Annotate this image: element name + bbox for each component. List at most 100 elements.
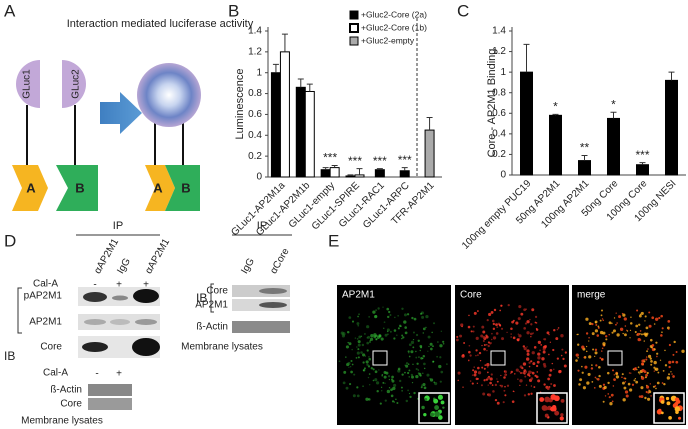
signal (375, 338, 378, 340)
signal (422, 355, 426, 358)
signal (667, 320, 671, 323)
signal (659, 359, 662, 361)
signal (486, 319, 489, 322)
signal (468, 360, 470, 362)
signal (384, 382, 386, 384)
signal (575, 353, 579, 357)
blot (232, 321, 290, 333)
signal (412, 339, 415, 341)
signal (636, 309, 639, 312)
signal (384, 399, 387, 402)
signal (486, 371, 489, 374)
signal (461, 325, 463, 328)
signal (647, 392, 650, 394)
signal (482, 340, 485, 343)
signal (433, 322, 436, 325)
panel-label: E (328, 231, 339, 250)
signal (518, 305, 522, 309)
signal (407, 371, 410, 375)
panel-label: D (4, 231, 16, 250)
signal (476, 382, 479, 384)
sign: + (116, 369, 122, 380)
signal (354, 337, 357, 339)
signal (624, 333, 627, 337)
signal (676, 399, 681, 404)
label-a: A (26, 180, 36, 195)
signal (487, 384, 489, 386)
signal (645, 356, 648, 358)
signal (390, 394, 394, 398)
signal (405, 362, 409, 365)
signal (622, 332, 624, 335)
bar (607, 117, 620, 176)
signal (636, 368, 638, 371)
signal (381, 373, 384, 376)
signal (591, 332, 595, 336)
signal (640, 376, 645, 380)
signal (472, 330, 475, 333)
signal (383, 327, 385, 329)
signal (601, 350, 603, 352)
ib-label: IB (4, 349, 15, 363)
signal (675, 360, 679, 364)
signal (479, 359, 482, 362)
channel-label: AP2M1 (342, 290, 375, 301)
ib-label: IB (196, 291, 207, 305)
signal (661, 382, 664, 384)
signal (577, 369, 580, 372)
signal (340, 331, 344, 335)
signal (404, 331, 408, 335)
signal (402, 336, 405, 339)
signal (585, 332, 589, 335)
signal (591, 381, 594, 383)
signal (524, 322, 528, 325)
signal (539, 397, 545, 402)
signal (378, 369, 380, 371)
signal (478, 351, 482, 355)
signal (345, 386, 349, 390)
signal (369, 337, 374, 341)
signal (408, 355, 411, 358)
protein-b (165, 165, 200, 211)
signal (640, 395, 644, 399)
legend-marker (349, 36, 359, 46)
signal (584, 365, 588, 369)
signal (407, 350, 410, 353)
signal (548, 334, 550, 336)
signal (637, 337, 641, 342)
error-bar (356, 168, 363, 175)
lane-label: αAP2M1 (143, 237, 172, 276)
signal (642, 333, 645, 335)
signal (591, 322, 594, 326)
signal (430, 347, 433, 351)
legend-label: +Gluc2-empty (361, 35, 415, 45)
signal (456, 335, 459, 339)
signal (397, 327, 400, 330)
signal (412, 331, 415, 334)
signal (351, 363, 354, 366)
error-bar (331, 165, 338, 168)
ip-label: IP (257, 220, 267, 232)
signal (646, 371, 649, 375)
protein-b (56, 165, 98, 211)
signal (581, 365, 583, 368)
signal (439, 356, 442, 359)
sign: - (93, 280, 96, 291)
signal (356, 322, 360, 326)
signal (653, 360, 657, 365)
y-tick-label: 0.4 (248, 130, 262, 141)
signal (533, 346, 537, 349)
signal (500, 384, 504, 388)
signal (520, 372, 522, 374)
signal (366, 325, 370, 329)
signal (664, 349, 666, 352)
signal (407, 389, 409, 392)
signal (586, 345, 588, 348)
signal (415, 356, 418, 359)
signal (647, 348, 649, 350)
signal (473, 366, 475, 368)
signal (645, 358, 648, 361)
signal (493, 308, 497, 312)
signal (501, 337, 505, 341)
signal (608, 396, 611, 399)
